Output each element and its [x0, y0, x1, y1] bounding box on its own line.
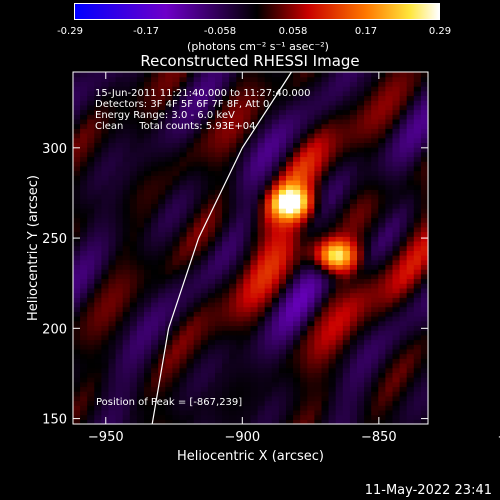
- heatmap-cells: [73, 72, 429, 425]
- peak-position-label: Position of Peak = [-867,239]: [96, 397, 243, 408]
- timestamp: 11-May-2022 23:41: [364, 483, 492, 498]
- chart-title: Reconstructed RHESSI Image: [140, 52, 360, 70]
- x-axis-label: Heliocentric X (arcsec): [177, 449, 324, 464]
- y-tick-label: 150: [42, 413, 67, 428]
- y-tick-label: 250: [42, 232, 67, 247]
- info-line: Energy Range: 3.0 - 6.0 keV: [95, 110, 235, 121]
- limb-curve: [151, 71, 293, 425]
- y-tick-label: 300: [42, 142, 67, 157]
- x-tick-label: −950: [88, 430, 124, 445]
- colorbar-unit-label: (photons cm⁻² s⁻¹ asec⁻²): [187, 40, 329, 53]
- colorbar-tick: 0.17: [354, 26, 378, 37]
- y-tick-label: 200: [42, 322, 67, 337]
- plot-frame: [72, 71, 429, 425]
- colorbar-tick: -0.058: [203, 26, 237, 37]
- x-tick-label: −850: [361, 430, 397, 445]
- info-line: Clean Total counts: 5.93E+04: [95, 121, 256, 132]
- x-tick-label: −800: [498, 430, 500, 445]
- info-line: Detectors: 3F 4F 5F 6F 7F 8F, Att 0: [95, 99, 270, 110]
- colorbar-tick: -0.17: [133, 26, 159, 37]
- info-line: 15-Jun-2011 11:21:40.000 to 11:27:40.000: [95, 88, 311, 99]
- colorbar-tick: 0.29: [428, 26, 452, 37]
- colorbar-tick: -0.29: [57, 26, 83, 37]
- y-axis-label: Heliocentric Y (arcsec): [26, 175, 41, 321]
- x-tick-label: −900: [224, 430, 260, 445]
- colorbar: [74, 3, 440, 20]
- colorbar-tick: 0.058: [278, 26, 308, 37]
